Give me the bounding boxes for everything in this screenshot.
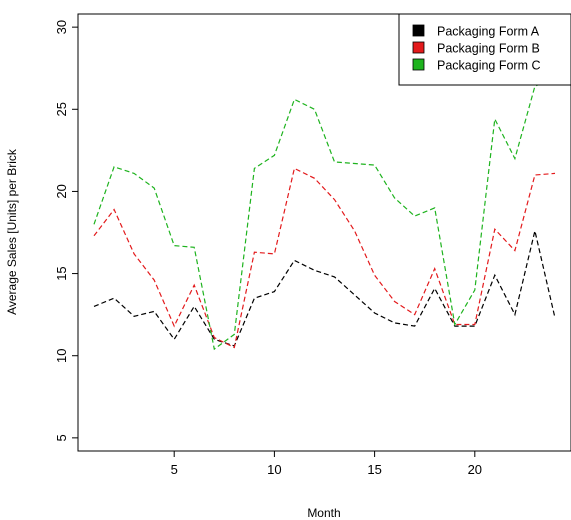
y-axis: 5 10 15 20 25 30 [54, 20, 78, 441]
x-axis: 5 10 15 20 [171, 451, 482, 477]
series-line-3 [93, 75, 556, 351]
legend-swatch [412, 41, 425, 54]
x-tick-label: 20 [468, 462, 482, 477]
series-layer [93, 75, 556, 351]
legend-box [398, 13, 571, 86]
legend-label: Packaging Form B [437, 42, 540, 56]
x-axis-title: Month [307, 506, 340, 520]
plot-frame [77, 13, 571, 452]
legend-swatch [412, 58, 425, 71]
legend: Packaging Form A Packaging Form B Packagin… [398, 13, 571, 86]
y-tick-label: 10 [54, 348, 69, 362]
y-tick-label: 15 [54, 266, 69, 280]
legend-label: Packaging Form A [437, 25, 540, 39]
series-line-2 [93, 167, 556, 349]
x-tick-label: 15 [367, 462, 381, 477]
series-line-1 [93, 230, 556, 347]
legend-swatch [412, 24, 425, 37]
y-tick-label: 20 [54, 184, 69, 198]
x-tick-label: 5 [171, 462, 178, 477]
legend-label: Packaging Form C [437, 59, 541, 73]
x-tick-label: 10 [267, 462, 281, 477]
y-axis-title: Average Sales [Units] per Brick [5, 148, 19, 315]
y-tick-label: 5 [54, 434, 69, 441]
y-tick-label: 30 [54, 20, 69, 34]
y-tick-label: 25 [54, 102, 69, 116]
